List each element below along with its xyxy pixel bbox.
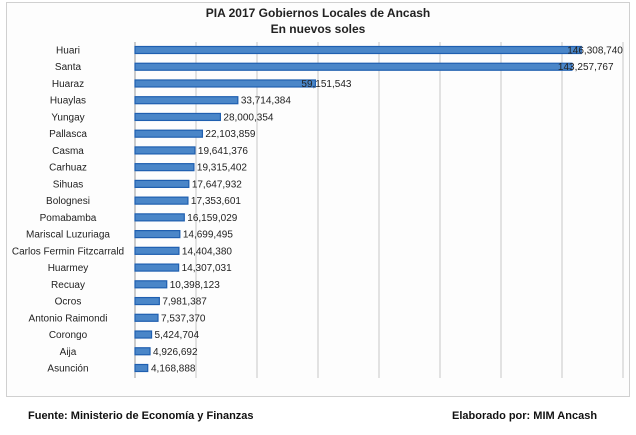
data-label: 143,257,767 — [558, 62, 614, 73]
data-label: 5,424,704 — [155, 330, 200, 341]
bar — [134, 79, 317, 88]
data-label: 14,699,495 — [183, 230, 233, 241]
data-label: 22,103,859 — [205, 129, 255, 140]
category-label: Carlos Fermin Fitzcarrald — [12, 246, 124, 257]
category-label: Asunción — [47, 364, 88, 375]
data-label: 7,981,387 — [162, 297, 207, 308]
category-label: Pallasca — [49, 129, 87, 140]
category-label: Santa — [55, 62, 82, 73]
data-label: 4,926,692 — [153, 347, 198, 358]
bar — [134, 112, 222, 122]
category-label: Carhuaz — [49, 163, 87, 174]
category-label: Corongo — [49, 330, 88, 341]
category-label: Bolognesi — [46, 196, 90, 207]
data-label: 33,714,384 — [241, 96, 291, 107]
author-note: Elaborado por: MIM Ancash — [452, 410, 598, 422]
chart-title: PIA 2017 Gobiernos Locales de Ancash — [205, 6, 431, 20]
data-label: 28,000,354 — [223, 112, 273, 123]
data-label: 4,168,888 — [151, 364, 196, 375]
bar — [134, 313, 159, 322]
data-label: 16,159,029 — [187, 213, 237, 224]
category-label: Ocros — [55, 297, 82, 308]
bar — [134, 129, 204, 138]
data-label: 19,315,402 — [197, 163, 247, 174]
bar — [134, 347, 151, 356]
bar — [134, 196, 189, 205]
bar — [134, 179, 190, 188]
data-label: 146,308,740 — [567, 46, 623, 57]
category-label: Huarmey — [48, 263, 89, 274]
bar — [134, 246, 180, 255]
category-label: Aija — [60, 347, 77, 358]
category-label: Sihuas — [53, 179, 84, 190]
category-label: Mariscal Luzuriaga — [26, 230, 110, 241]
category-label: Casma — [52, 146, 84, 157]
bar — [134, 213, 185, 222]
bar — [134, 296, 160, 306]
category-label: Huaraz — [52, 79, 84, 90]
bar — [134, 280, 168, 289]
bar — [134, 230, 181, 239]
bar — [134, 45, 582, 55]
data-label: 14,307,031 — [182, 263, 232, 274]
bar — [134, 96, 239, 105]
category-label: Pomabamba — [40, 213, 97, 224]
category-label: Huaylas — [50, 96, 86, 107]
bar — [134, 62, 573, 71]
data-label: 59,151,543 — [301, 79, 351, 90]
bar — [134, 330, 153, 339]
category-label: Recuay — [51, 280, 85, 291]
data-label: 17,647,932 — [192, 179, 242, 190]
category-label: Huari — [56, 46, 80, 57]
data-label: 10,398,123 — [170, 280, 220, 291]
category-label: Antonio Raimondi — [29, 313, 108, 324]
data-label: 17,353,601 — [191, 196, 241, 207]
category-label: Yungay — [51, 112, 84, 123]
data-label: 14,404,380 — [182, 246, 232, 257]
bar — [134, 163, 195, 172]
bar — [134, 146, 196, 155]
data-label: 7,537,370 — [161, 313, 206, 324]
bar — [134, 263, 180, 272]
bar — [134, 363, 149, 373]
source-note: Fuente: Ministerio de Economía y Finanza… — [28, 410, 254, 422]
data-label: 19,641,376 — [198, 146, 248, 157]
chart-subtitle: En nuevos soles — [270, 22, 366, 36]
